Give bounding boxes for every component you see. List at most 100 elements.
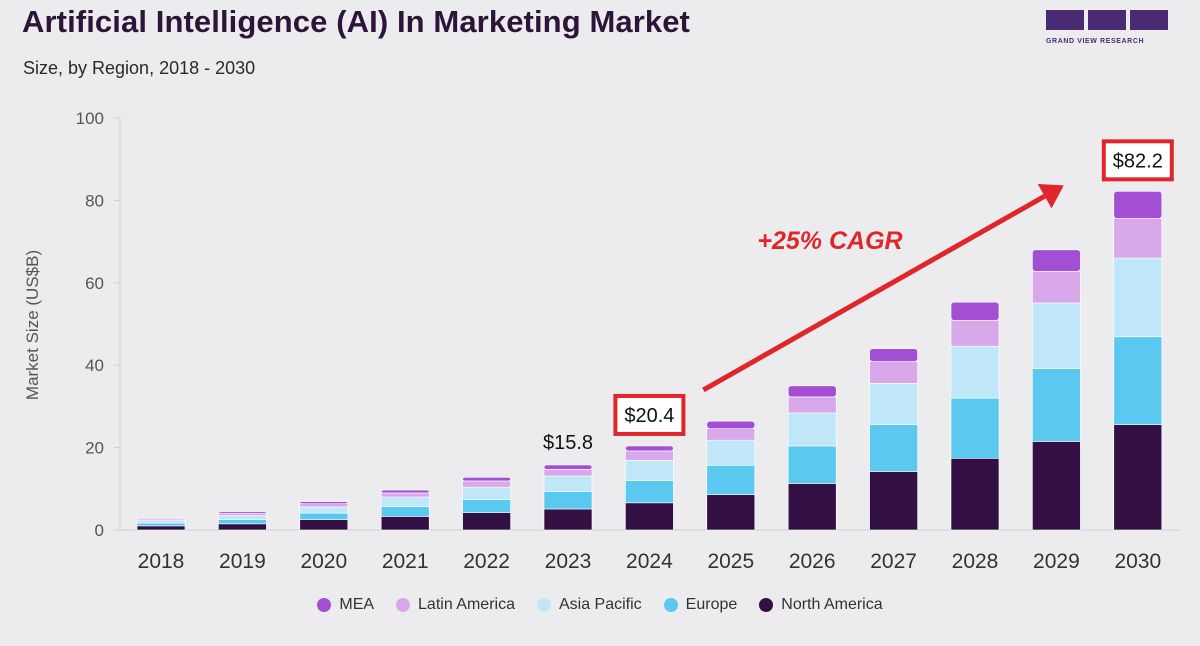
- bar-segment-north-america: [543, 508, 593, 531]
- bar-segment-latin-america: [950, 319, 1000, 347]
- legend-label: Asia Pacific: [558, 596, 642, 613]
- bar-segment-asia-pacific: [218, 515, 267, 521]
- bar-segment-europe: [1113, 336, 1163, 425]
- legend-label: Latin America: [418, 596, 515, 613]
- bar-segment-mea: [706, 420, 756, 429]
- bar-segment-north-america: [1113, 424, 1163, 531]
- bar-segment-europe: [462, 499, 511, 513]
- x-tick-label: 2020: [300, 550, 347, 573]
- bar-segment-asia-pacific: [543, 475, 593, 492]
- legend-swatch: [396, 598, 411, 612]
- value-label: $15.8: [543, 432, 593, 454]
- x-tick-label: 2024: [626, 550, 673, 573]
- y-axis-label: Market Size (US$B): [23, 250, 42, 400]
- value-label-box: [1101, 139, 1174, 182]
- bar-segment-north-america: [706, 494, 756, 531]
- legend-swatch: [663, 598, 678, 612]
- bar-segment-europe: [380, 506, 430, 517]
- x-tick-label: 2026: [789, 550, 836, 573]
- bar-segment-europe: [299, 512, 349, 520]
- y-tick-label: 40: [85, 356, 104, 375]
- x-tick-label: 2019: [219, 550, 266, 573]
- logo-mark-r: [1130, 10, 1168, 30]
- y-tick-label: 60: [85, 274, 104, 293]
- bar-segment-europe: [950, 397, 1000, 459]
- bar-segment-asia-pacific: [462, 486, 511, 500]
- chart-annotations: $15.8 $20.4 $82.2 +25% CAGR: [543, 139, 1174, 454]
- bar-segment-asia-pacific: [136, 519, 186, 524]
- bar-segment-latin-america: [380, 492, 430, 498]
- bar-segment-mea: [380, 489, 430, 494]
- legend-label: North America: [781, 596, 883, 613]
- bar-segment-north-america: [869, 471, 918, 531]
- bar-segment-asia-pacific: [950, 345, 1000, 399]
- x-tick-label: 2030: [1114, 550, 1161, 573]
- bar-segment-latin-america: [1113, 218, 1163, 259]
- bar-segment-latin-america: [625, 450, 674, 461]
- chart-axes: 0 20 40 60 80 100 2018 2019 2020 2021 2022 2023 2024…: [76, 109, 1180, 573]
- legend-item-europe: Europe: [663, 596, 738, 614]
- bar-segment-europe: [787, 445, 837, 484]
- x-tick-label: 2021: [382, 550, 429, 573]
- bar-segment-north-america: [299, 519, 349, 531]
- bar-segment-asia-pacific: [1113, 257, 1163, 338]
- x-tick-label: 2027: [870, 550, 917, 573]
- x-tick-label: 2029: [1033, 550, 1080, 573]
- bar-segment-north-america: [625, 502, 674, 531]
- logo-mark-g: [1046, 10, 1084, 30]
- chart-subtitle: Size, by Region, 2018 - 2030: [23, 58, 256, 78]
- bar-segment-latin-america: [218, 513, 267, 516]
- bar-segment-asia-pacific: [625, 460, 674, 481]
- legend-swatch: [536, 598, 551, 612]
- bar-segment-mea: [869, 348, 918, 362]
- value-label: $20.4: [624, 405, 674, 427]
- bar-segment-latin-america: [706, 428, 756, 441]
- bar-segment-europe: [1032, 368, 1081, 442]
- bar-segment-mea: [625, 445, 674, 452]
- bar-segment-mea: [787, 385, 837, 398]
- bar-segment-mea: [299, 501, 349, 504]
- bar-segment-asia-pacific: [869, 383, 918, 425]
- bar-segment-mea: [1032, 249, 1081, 272]
- cagr-arrow-line: [702, 194, 1046, 393]
- value-label: $82.2: [1113, 150, 1163, 172]
- bar-segment-asia-pacific: [1032, 302, 1081, 369]
- x-tick-label: 2022: [463, 550, 510, 573]
- bar-segment-latin-america: [869, 361, 918, 384]
- bar-segment-north-america: [462, 512, 511, 531]
- bar-segment-north-america: [950, 458, 1000, 531]
- bar-segment-asia-pacific: [706, 439, 756, 466]
- y-tick-label: 0: [95, 521, 104, 540]
- bar-segment-latin-america: [462, 480, 511, 488]
- legend-label: MEA: [339, 596, 375, 613]
- bar-segment-north-america: [787, 483, 837, 531]
- bar-segment-north-america: [136, 525, 186, 531]
- logo-mark-v: [1088, 10, 1126, 30]
- bar-segment-mea: [218, 511, 267, 514]
- bar-segment-europe: [543, 491, 593, 510]
- value-label-box: [613, 393, 686, 436]
- legend-item-mea: MEA: [317, 596, 374, 614]
- brand-logo: GRAND VIEW RESEARCH: [1046, 10, 1170, 50]
- legend-label: Europe: [685, 596, 738, 613]
- bar-segment-asia-pacific: [299, 506, 349, 514]
- y-tick-label: 80: [85, 191, 104, 210]
- bar-segment-mea: [950, 301, 1000, 321]
- logo-text: GRAND VIEW RESEARCH: [1046, 38, 1145, 45]
- bar-segment-north-america: [380, 516, 430, 531]
- bar-segment-europe: [706, 465, 756, 495]
- legend-item-north-america: North America: [759, 596, 883, 614]
- bar-segment-asia-pacific: [380, 496, 430, 507]
- cagr-arrow-head: [1037, 184, 1064, 209]
- bar-segment-latin-america: [1032, 270, 1081, 304]
- chart-bars: [136, 191, 1163, 531]
- legend-swatch: [759, 598, 774, 612]
- x-tick-label: 2018: [138, 550, 185, 573]
- y-tick-label: 100: [76, 109, 104, 128]
- bar-segment-europe: [218, 519, 267, 525]
- legend-item-latin-america: Latin America: [396, 596, 515, 614]
- bar-segment-latin-america: [543, 469, 593, 477]
- x-tick-label: 2028: [952, 550, 999, 573]
- bar-segment-mea: [1113, 191, 1163, 219]
